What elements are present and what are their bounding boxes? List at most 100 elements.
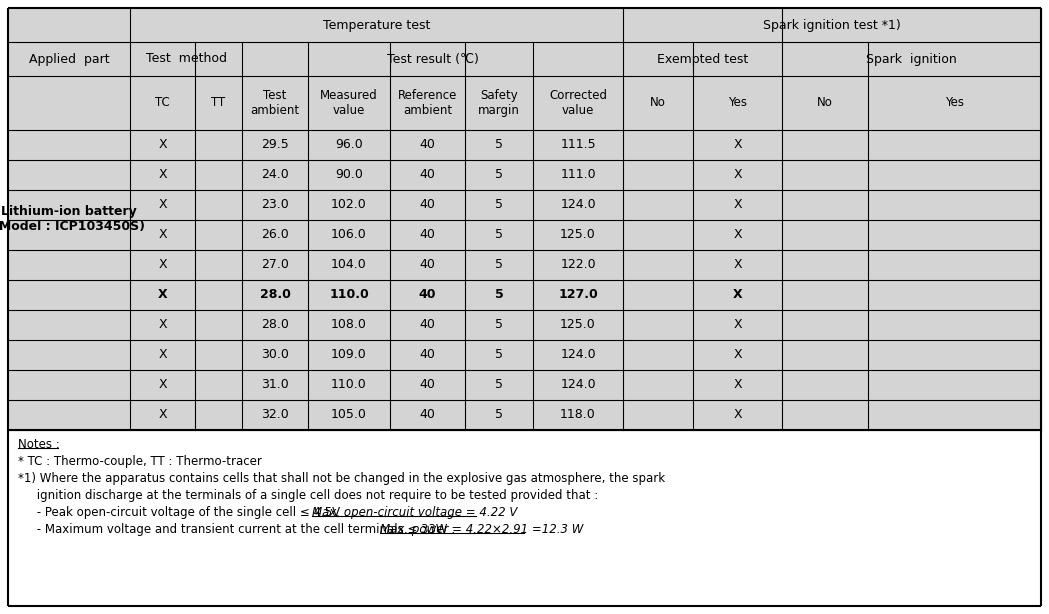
Text: 106.0: 106.0 bbox=[331, 228, 367, 241]
Text: - Peak open-circuit voltage of the single cell ≤ 4.5V :: - Peak open-circuit voltage of the singl… bbox=[18, 506, 351, 519]
Text: Corrected
value: Corrected value bbox=[549, 89, 607, 117]
Bar bbox=[533, 370, 623, 400]
Text: * TC : Thermo-couple, TT : Thermo-tracer: * TC : Thermo-couple, TT : Thermo-tracer bbox=[18, 455, 262, 468]
Text: 30.0: 30.0 bbox=[261, 349, 288, 362]
Bar bbox=[8, 8, 130, 430]
Bar bbox=[242, 280, 308, 310]
Text: 40: 40 bbox=[419, 289, 436, 301]
Text: 24.0: 24.0 bbox=[261, 168, 288, 182]
Bar bbox=[8, 8, 1041, 430]
Bar bbox=[623, 130, 693, 160]
Bar bbox=[533, 76, 623, 130]
Text: X: X bbox=[158, 228, 167, 241]
Bar bbox=[308, 370, 390, 400]
Bar bbox=[533, 250, 623, 280]
Text: Exempted test: Exempted test bbox=[657, 53, 748, 66]
Text: Measured
value: Measured value bbox=[320, 89, 378, 117]
Text: Safety
margin: Safety margin bbox=[478, 89, 520, 117]
Text: X: X bbox=[158, 319, 167, 332]
Bar bbox=[782, 400, 868, 430]
Text: 5: 5 bbox=[495, 408, 504, 421]
Bar bbox=[623, 370, 693, 400]
Bar bbox=[623, 280, 693, 310]
Bar bbox=[693, 190, 782, 220]
Bar bbox=[242, 160, 308, 190]
Bar bbox=[533, 280, 623, 310]
Text: 27.0: 27.0 bbox=[261, 258, 288, 271]
Text: Yes: Yes bbox=[945, 96, 964, 109]
Bar bbox=[390, 160, 465, 190]
Text: 40: 40 bbox=[420, 408, 435, 421]
Text: X: X bbox=[158, 258, 167, 271]
Text: TC: TC bbox=[155, 96, 170, 109]
Text: X: X bbox=[158, 198, 167, 211]
Bar bbox=[390, 400, 465, 430]
Bar bbox=[868, 400, 1041, 430]
Text: Temperature test: Temperature test bbox=[323, 18, 430, 31]
Text: 31.0: 31.0 bbox=[261, 378, 288, 392]
Bar bbox=[130, 400, 195, 430]
Bar bbox=[693, 310, 782, 340]
Bar bbox=[308, 190, 390, 220]
Bar bbox=[623, 400, 693, 430]
Bar bbox=[130, 76, 195, 130]
Text: 124.0: 124.0 bbox=[560, 378, 596, 392]
Bar bbox=[390, 130, 465, 160]
Bar bbox=[868, 340, 1041, 370]
Bar bbox=[868, 280, 1041, 310]
Bar bbox=[390, 340, 465, 370]
Text: X: X bbox=[733, 168, 742, 182]
Bar bbox=[868, 76, 1041, 130]
Bar bbox=[782, 220, 868, 250]
Bar bbox=[195, 76, 242, 130]
Bar bbox=[8, 430, 1041, 606]
Bar bbox=[130, 340, 195, 370]
Text: 125.0: 125.0 bbox=[560, 319, 596, 332]
Bar bbox=[242, 190, 308, 220]
Text: X: X bbox=[158, 408, 167, 421]
Text: 110.0: 110.0 bbox=[331, 378, 367, 392]
Bar bbox=[195, 190, 242, 220]
Bar bbox=[195, 160, 242, 190]
Bar bbox=[533, 130, 623, 160]
Text: X: X bbox=[158, 139, 167, 152]
Bar bbox=[623, 310, 693, 340]
Text: X: X bbox=[157, 289, 167, 301]
Bar bbox=[130, 250, 195, 280]
Bar bbox=[533, 220, 623, 250]
Bar bbox=[465, 220, 533, 250]
Text: 108.0: 108.0 bbox=[331, 319, 367, 332]
Text: 111.0: 111.0 bbox=[560, 168, 596, 182]
Text: 124.0: 124.0 bbox=[560, 349, 596, 362]
Bar bbox=[130, 8, 623, 42]
Text: 40: 40 bbox=[420, 378, 435, 392]
Bar bbox=[308, 130, 390, 160]
Bar bbox=[130, 190, 195, 220]
Text: 28.0: 28.0 bbox=[259, 289, 291, 301]
Bar bbox=[130, 370, 195, 400]
Bar bbox=[308, 310, 390, 340]
Text: X: X bbox=[158, 168, 167, 182]
Bar bbox=[868, 190, 1041, 220]
Text: 104.0: 104.0 bbox=[331, 258, 367, 271]
Bar bbox=[533, 160, 623, 190]
Text: 26.0: 26.0 bbox=[261, 228, 288, 241]
Text: 5: 5 bbox=[495, 349, 504, 362]
Text: 127.0: 127.0 bbox=[558, 289, 598, 301]
Text: X: X bbox=[733, 378, 742, 392]
Text: Max. open-circuit voltage = 4.22 V: Max. open-circuit voltage = 4.22 V bbox=[312, 506, 517, 519]
Bar bbox=[308, 160, 390, 190]
Text: Applied  part: Applied part bbox=[28, 53, 109, 66]
Bar bbox=[465, 340, 533, 370]
Bar bbox=[868, 370, 1041, 400]
Bar bbox=[195, 280, 242, 310]
Bar bbox=[533, 310, 623, 340]
Text: - Maximum voltage and transient current at the cell terminals ≤ 33W :: - Maximum voltage and transient current … bbox=[18, 523, 459, 536]
Bar bbox=[242, 400, 308, 430]
Bar bbox=[390, 370, 465, 400]
Text: 111.5: 111.5 bbox=[560, 139, 596, 152]
Bar bbox=[465, 310, 533, 340]
Text: Notes :: Notes : bbox=[18, 438, 60, 451]
Bar bbox=[390, 76, 465, 130]
Bar bbox=[693, 400, 782, 430]
